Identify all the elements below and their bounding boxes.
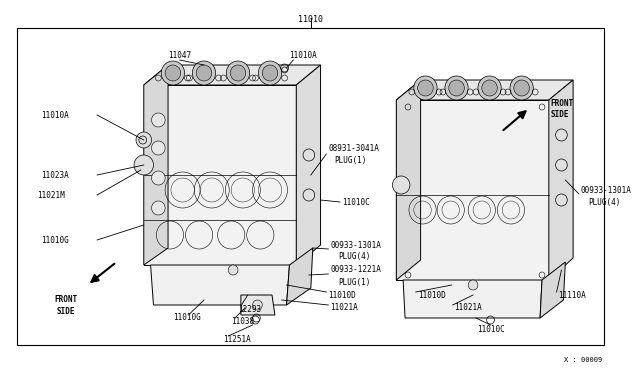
Text: 11010C: 11010C xyxy=(342,198,370,206)
Polygon shape xyxy=(241,295,275,315)
Circle shape xyxy=(161,61,184,85)
Text: 11110A: 11110A xyxy=(559,291,586,299)
Circle shape xyxy=(418,80,433,96)
Circle shape xyxy=(230,65,246,81)
Text: PLUG(4): PLUG(4) xyxy=(338,253,371,262)
Polygon shape xyxy=(296,65,321,265)
Text: 00933-1301A: 00933-1301A xyxy=(581,186,632,195)
Text: 11010D: 11010D xyxy=(418,291,445,299)
Circle shape xyxy=(136,132,152,148)
Circle shape xyxy=(152,113,165,127)
Text: 11010: 11010 xyxy=(298,15,323,24)
Circle shape xyxy=(259,61,282,85)
Text: 11010G: 11010G xyxy=(41,235,68,244)
Circle shape xyxy=(392,176,410,194)
Circle shape xyxy=(514,80,529,96)
Text: 11047: 11047 xyxy=(168,51,191,60)
Text: 00933-1221A: 00933-1221A xyxy=(330,266,381,275)
Polygon shape xyxy=(287,248,313,305)
Polygon shape xyxy=(396,80,573,100)
Text: 11021M: 11021M xyxy=(37,190,65,199)
Polygon shape xyxy=(403,280,542,318)
Circle shape xyxy=(193,61,216,85)
Circle shape xyxy=(196,65,212,81)
Text: PLUG(1): PLUG(1) xyxy=(338,278,371,286)
Circle shape xyxy=(556,129,567,141)
Text: 11038: 11038 xyxy=(231,317,254,327)
Circle shape xyxy=(253,300,262,310)
Polygon shape xyxy=(396,80,420,280)
Circle shape xyxy=(449,80,464,96)
Text: X : 00009: X : 00009 xyxy=(564,357,602,363)
Circle shape xyxy=(478,76,501,100)
Circle shape xyxy=(134,155,154,175)
Circle shape xyxy=(468,280,478,290)
Text: SIDE: SIDE xyxy=(551,109,569,119)
Circle shape xyxy=(228,265,238,275)
Circle shape xyxy=(556,159,567,171)
Text: FRONT: FRONT xyxy=(551,99,574,108)
Circle shape xyxy=(152,201,165,215)
Circle shape xyxy=(303,189,315,201)
Polygon shape xyxy=(144,65,168,265)
Circle shape xyxy=(556,194,567,206)
Text: 11021A: 11021A xyxy=(330,304,358,312)
Circle shape xyxy=(510,76,533,100)
Text: FRONT: FRONT xyxy=(54,295,77,305)
Polygon shape xyxy=(144,85,296,265)
Polygon shape xyxy=(150,265,289,305)
Text: 08931-3041A: 08931-3041A xyxy=(328,144,379,153)
Polygon shape xyxy=(549,80,573,280)
Text: 11251A: 11251A xyxy=(223,336,251,344)
Circle shape xyxy=(445,76,468,100)
Text: 00933-1301A: 00933-1301A xyxy=(330,241,381,250)
Circle shape xyxy=(152,141,165,155)
Text: PLUG(4): PLUG(4) xyxy=(589,198,621,206)
Circle shape xyxy=(227,61,250,85)
Text: 11023A: 11023A xyxy=(41,170,68,180)
Text: 11010A: 11010A xyxy=(289,51,317,60)
Text: 11010G: 11010G xyxy=(173,314,201,323)
Polygon shape xyxy=(144,65,321,85)
Circle shape xyxy=(303,149,315,161)
Text: PLUG(1): PLUG(1) xyxy=(334,155,367,164)
Text: 11010D: 11010D xyxy=(328,291,356,299)
Bar xyxy=(17,28,604,345)
Circle shape xyxy=(152,171,165,185)
Circle shape xyxy=(262,65,278,81)
Text: 11010C: 11010C xyxy=(477,326,504,334)
Circle shape xyxy=(165,65,180,81)
Polygon shape xyxy=(540,262,565,318)
Text: 12293: 12293 xyxy=(238,305,261,314)
Circle shape xyxy=(482,80,497,96)
Polygon shape xyxy=(396,100,549,280)
Text: 11010A: 11010A xyxy=(41,110,68,119)
Circle shape xyxy=(414,76,437,100)
Text: SIDE: SIDE xyxy=(57,307,76,315)
Text: 11021A: 11021A xyxy=(454,304,483,312)
